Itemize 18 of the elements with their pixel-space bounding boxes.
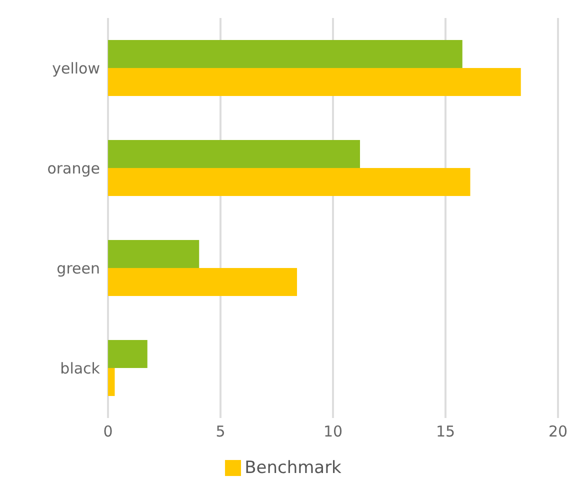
y-tick-label: black (60, 359, 100, 378)
y-tick-label: orange (47, 159, 100, 178)
bar (108, 368, 115, 396)
bar (108, 240, 200, 268)
x-tick-label: 20 (548, 422, 568, 441)
legend-label: Benchmark (244, 458, 342, 478)
bar (108, 168, 470, 196)
bar (108, 268, 297, 296)
bar (108, 40, 462, 68)
x-tick-label: 0 (103, 422, 113, 441)
y-tick-label: green (56, 259, 100, 278)
x-tick-label: 10 (323, 422, 343, 441)
bar (108, 68, 521, 96)
bar (108, 140, 360, 168)
x-tick-label: 15 (436, 422, 456, 441)
y-tick-label: yellow (52, 59, 100, 78)
x-tick-label: 5 (216, 422, 226, 441)
bar (108, 340, 148, 368)
